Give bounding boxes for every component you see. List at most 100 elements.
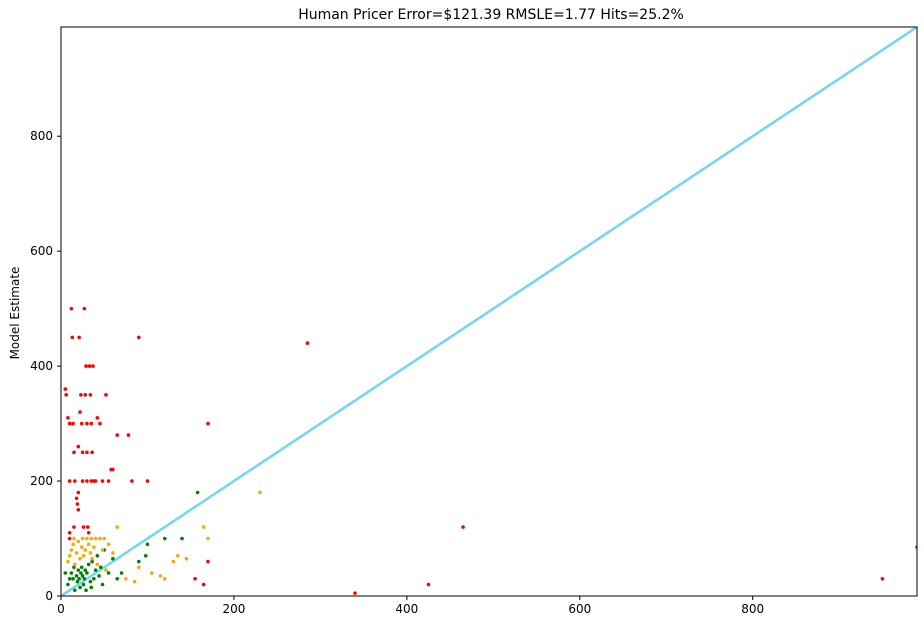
data-point — [72, 536, 76, 541]
x-tick-label: 600 — [568, 602, 591, 616]
x-tick-label: 0 — [57, 602, 65, 616]
data-point — [81, 553, 86, 558]
plot-frame — [60, 26, 918, 597]
y-tick-label: 400 — [30, 359, 53, 373]
data-point — [84, 588, 88, 593]
data-point — [92, 576, 96, 581]
data-point — [88, 579, 93, 584]
data-point — [175, 553, 180, 558]
data-point — [79, 421, 84, 426]
y-axis-label: Model Estimate — [8, 267, 22, 360]
data-point — [67, 479, 72, 483]
data-point — [85, 450, 89, 455]
y-tick-label: 200 — [30, 474, 53, 488]
data-point — [79, 393, 83, 397]
data-point — [145, 542, 150, 547]
data-point — [89, 536, 94, 541]
y-tick-label: 600 — [30, 244, 53, 258]
data-point — [93, 479, 98, 483]
data-point — [81, 525, 86, 529]
data-point — [75, 502, 80, 506]
data-point — [461, 525, 465, 529]
data-point — [76, 490, 81, 495]
data-point — [83, 393, 88, 397]
data-point — [106, 571, 111, 575]
data-point — [206, 559, 210, 564]
data-point — [193, 576, 197, 581]
data-point — [115, 576, 120, 581]
data-point — [206, 536, 210, 541]
data-point — [87, 364, 92, 368]
data-point — [74, 574, 79, 578]
data-point — [79, 545, 84, 549]
data-point — [73, 479, 77, 483]
data-point — [180, 536, 184, 541]
data-point — [63, 387, 68, 391]
data-point — [86, 562, 91, 567]
data-point — [74, 496, 79, 501]
data-point — [102, 536, 107, 541]
data-point — [95, 416, 100, 420]
data-point — [66, 559, 70, 564]
data-point — [85, 536, 89, 541]
data-point — [83, 548, 88, 552]
data-point — [184, 556, 189, 561]
data-point — [80, 450, 85, 455]
data-point — [124, 576, 128, 581]
y-tick-label: 800 — [30, 129, 53, 143]
data-point — [130, 479, 134, 483]
data-point — [82, 306, 87, 311]
data-point — [76, 539, 81, 544]
data-point — [83, 568, 88, 572]
data-point — [111, 551, 115, 555]
data-point — [67, 576, 72, 581]
data-point — [75, 579, 80, 584]
data-point — [104, 568, 108, 572]
data-point — [100, 548, 105, 552]
data-point — [115, 525, 120, 529]
data-point — [79, 571, 83, 575]
data-point — [76, 568, 81, 572]
data-point — [106, 479, 111, 483]
data-point — [64, 393, 68, 397]
data-point — [85, 479, 89, 483]
data-point — [85, 421, 89, 426]
data-point — [171, 559, 176, 564]
data-point — [98, 536, 102, 541]
data-point — [67, 530, 72, 535]
data-point — [201, 582, 206, 587]
x-tick-label: 400 — [395, 602, 418, 616]
data-point — [90, 450, 94, 455]
data-point — [111, 556, 115, 561]
data-point — [149, 571, 154, 575]
data-point — [111, 467, 115, 472]
data-point — [92, 545, 96, 549]
data-point — [79, 565, 84, 570]
data-point — [137, 559, 141, 564]
data-point — [88, 393, 93, 397]
data-point — [82, 576, 87, 581]
data-point — [126, 433, 131, 437]
data-point — [78, 410, 82, 414]
data-point — [76, 507, 81, 512]
data-point — [195, 490, 200, 495]
data-point — [81, 582, 86, 587]
data-point — [880, 576, 885, 581]
data-point — [89, 479, 94, 483]
data-point — [66, 582, 70, 587]
data-point — [67, 536, 72, 541]
data-point — [69, 548, 74, 552]
data-point — [258, 490, 262, 495]
data-point — [71, 542, 75, 547]
data-point — [158, 574, 163, 578]
x-tick-label: 800 — [741, 602, 764, 616]
data-point — [86, 530, 91, 535]
data-point — [72, 450, 76, 455]
y-tick-label: 0 — [45, 589, 53, 603]
data-point — [71, 421, 75, 426]
data-point — [132, 579, 137, 584]
data-point — [115, 433, 120, 437]
data-point — [162, 576, 167, 581]
data-point — [78, 556, 82, 561]
